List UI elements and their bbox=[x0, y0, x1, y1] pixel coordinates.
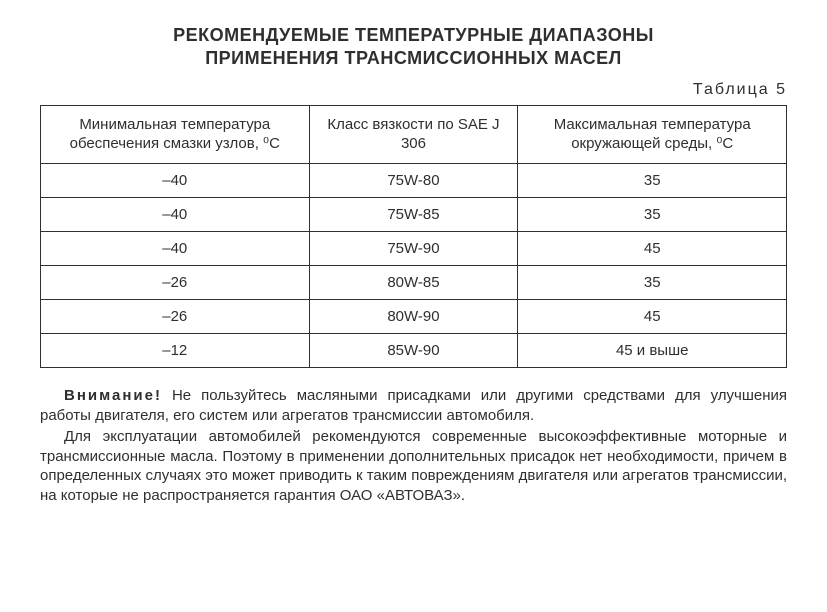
table-row: –26 80W-90 45 bbox=[41, 300, 787, 334]
col-header-min-temp: Минимальная температура обеспечения смаз… bbox=[41, 105, 310, 164]
cell-max-temp: 35 bbox=[518, 198, 787, 232]
cell-viscosity: 75W-90 bbox=[309, 232, 518, 266]
table-row: –40 75W-85 35 bbox=[41, 198, 787, 232]
cell-max-temp: 35 bbox=[518, 266, 787, 300]
cell-min-temp: –26 bbox=[41, 266, 310, 300]
cell-min-temp: –40 bbox=[41, 164, 310, 198]
title-line-2: ПРИМЕНЕНИЯ ТРАНСМИССИОННЫХ МАСЕЛ bbox=[205, 48, 622, 68]
table-row: –26 80W-85 35 bbox=[41, 266, 787, 300]
title-line-1: РЕКОМЕНДУЕМЫЕ ТЕМПЕРАТУРНЫЕ ДИАПАЗОНЫ bbox=[173, 25, 654, 45]
oil-temperature-table: Минимальная температура обеспечения смаз… bbox=[40, 105, 787, 369]
col-header-max-temp: Максимальная температура окружающей сред… bbox=[518, 105, 787, 164]
table-row: –12 85W-90 45 и выше bbox=[41, 334, 787, 368]
table-header-row: Минимальная температура обеспечения смаз… bbox=[41, 105, 787, 164]
cell-viscosity: 85W-90 bbox=[309, 334, 518, 368]
cell-max-temp: 45 и выше bbox=[518, 334, 787, 368]
info-paragraph: Для эксплуатации автомобилей рекомендуют… bbox=[40, 427, 787, 505]
warning-paragraph: Внимание! Не пользуйтесь масляными приса… bbox=[40, 386, 787, 425]
cell-viscosity: 80W-90 bbox=[309, 300, 518, 334]
cell-viscosity: 75W-85 bbox=[309, 198, 518, 232]
cell-viscosity: 75W-80 bbox=[309, 164, 518, 198]
warning-lead: Внимание! bbox=[64, 387, 162, 404]
body-text: Внимание! Не пользуйтесь масляными приса… bbox=[40, 386, 787, 505]
col-header-viscosity: Класс вязкости по SAE J 306 bbox=[309, 105, 518, 164]
page: РЕКОМЕНДУЕМЫЕ ТЕМПЕРАТУРНЫЕ ДИАПАЗОНЫ ПР… bbox=[0, 0, 827, 527]
cell-min-temp: –40 bbox=[41, 198, 310, 232]
table-row: –40 75W-90 45 bbox=[41, 232, 787, 266]
cell-max-temp: 45 bbox=[518, 300, 787, 334]
cell-min-temp: –26 bbox=[41, 300, 310, 334]
page-title: РЕКОМЕНДУЕМЫЕ ТЕМПЕРАТУРНЫЕ ДИАПАЗОНЫ ПР… bbox=[40, 24, 787, 71]
table-caption: Таблица 5 bbox=[40, 81, 787, 99]
cell-max-temp: 35 bbox=[518, 164, 787, 198]
cell-max-temp: 45 bbox=[518, 232, 787, 266]
cell-viscosity: 80W-85 bbox=[309, 266, 518, 300]
table-row: –40 75W-80 35 bbox=[41, 164, 787, 198]
cell-min-temp: –12 bbox=[41, 334, 310, 368]
cell-min-temp: –40 bbox=[41, 232, 310, 266]
